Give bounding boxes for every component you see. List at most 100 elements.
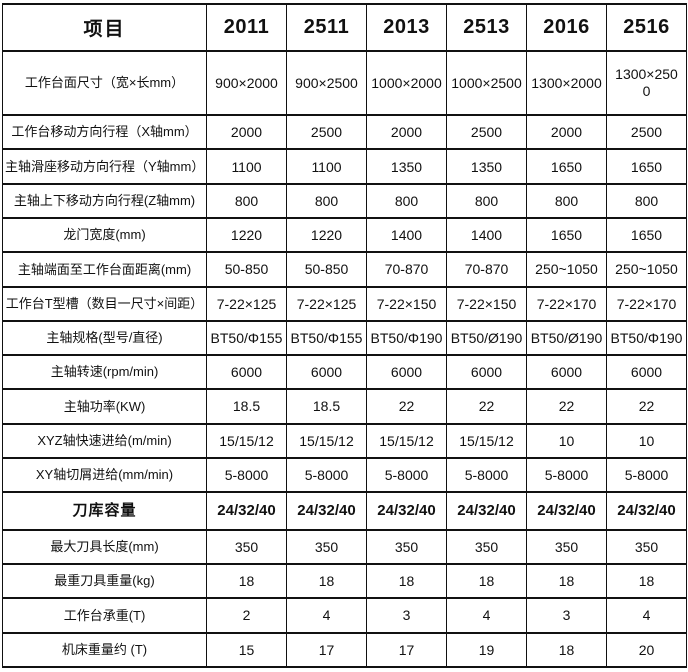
spec-value-cell: 1000×2000 bbox=[366, 49, 447, 117]
spec-value-cell: 5-8000 bbox=[286, 456, 367, 494]
spec-value-cell: 18 bbox=[526, 563, 607, 600]
spec-value-cell: 20 bbox=[606, 631, 687, 669]
spec-value-cell: 6000 bbox=[606, 354, 687, 391]
row-label: 最重刀具重量(kg) bbox=[2, 563, 207, 600]
spec-value-cell: 22 bbox=[526, 388, 607, 425]
spec-value-cell: 3 bbox=[526, 597, 607, 634]
spec-value-cell: 5-8000 bbox=[606, 456, 687, 494]
spec-value-cell: 7-22×150 bbox=[366, 285, 447, 322]
spec-value-cell: 2500 bbox=[446, 114, 527, 151]
spec-value-cell: 15/15/12 bbox=[446, 422, 527, 459]
spec-value-cell: 24/32/40 bbox=[206, 491, 287, 531]
spec-value-cell: 10 bbox=[526, 422, 607, 459]
spec-value-cell: 350 bbox=[366, 528, 447, 566]
spec-value-cell: 70-870 bbox=[446, 251, 527, 288]
spec-value-cell: 6000 bbox=[366, 354, 447, 391]
row-label: 刀库容量 bbox=[2, 491, 207, 531]
spec-value-cell: 15/15/12 bbox=[286, 422, 367, 459]
spec-value-cell: 350 bbox=[526, 528, 607, 566]
table-row: 刀库容量 24/32/40 24/32/40 24/32/40 24/32/40 24/3… bbox=[2, 491, 687, 531]
spec-value-cell: 250~1050 bbox=[606, 251, 687, 288]
spec-value-cell: BT50/Φ190 bbox=[366, 319, 447, 357]
spec-value-cell: 1100 bbox=[206, 148, 287, 185]
column-header-model: 2511 bbox=[286, 3, 367, 52]
spec-value-cell: 1400 bbox=[366, 216, 447, 254]
table-row: 最大刀具长度(mm) 350 350 350 350 350 350 bbox=[2, 528, 687, 566]
spec-value-cell: 800 bbox=[366, 182, 447, 219]
table-row: 主轴规格(型号/直径) BT50/Φ155 BT50/Φ155 BT50/Φ190 BT… bbox=[2, 319, 687, 357]
spec-value-cell: 7-22×125 bbox=[206, 285, 287, 322]
column-header-model: 2516 bbox=[606, 3, 687, 52]
row-label: 主轴功率(KW) bbox=[2, 388, 207, 425]
machine-spec-table: 项目 2011 2511 2013 2513 2016 2516 工作台面尺寸（宽×长mm… bbox=[2, 3, 687, 669]
column-header-model: 2011 bbox=[206, 3, 287, 52]
spec-value-cell: 7-22×170 bbox=[606, 285, 687, 322]
spec-value-cell: 4 bbox=[446, 597, 527, 634]
spec-value-cell: 15/15/12 bbox=[206, 422, 287, 459]
spec-value-cell: 1300×2500 bbox=[606, 49, 687, 117]
spec-value-cell: 350 bbox=[446, 528, 527, 566]
spec-value-cell: 2500 bbox=[606, 114, 687, 151]
spec-value-cell: 10 bbox=[606, 422, 687, 459]
table-row: 机床重量约 (T) 15 17 17 19 18 20 bbox=[2, 631, 687, 669]
spec-value-cell: 900×2500 bbox=[286, 49, 367, 117]
row-label: 工作台承重(T) bbox=[2, 597, 207, 634]
spec-value-cell: 1650 bbox=[526, 148, 607, 185]
spec-value-cell: 70-870 bbox=[366, 251, 447, 288]
column-header-model: 2513 bbox=[446, 3, 527, 52]
table-row: 工作台T型槽（数目一尺寸×间距） 7-22×125 7-22×125 7-22×150… bbox=[2, 285, 687, 322]
spec-value-cell: 17 bbox=[286, 631, 367, 669]
spec-value-cell: 4 bbox=[286, 597, 367, 634]
row-label: 机床重量约 (T) bbox=[2, 631, 207, 669]
spec-value-cell: 800 bbox=[206, 182, 287, 219]
column-header-items: 项目 bbox=[2, 3, 207, 52]
table-row: XY轴切屑进给(mm/min) 5-8000 5-8000 5-8000 5-8000 5… bbox=[2, 456, 687, 494]
spec-value-cell: 6000 bbox=[286, 354, 367, 391]
table-row: 主轴滑座移动方向行程（Y轴mm） 1100 1100 1350 1350 1650 1650 bbox=[2, 148, 687, 185]
spec-value-cell: 7-22×125 bbox=[286, 285, 367, 322]
table-row: 主轴上下移动方向行程(Z轴mm) 800 800 800 800 800 800 bbox=[2, 182, 687, 219]
row-label: 最大刀具长度(mm) bbox=[2, 528, 207, 566]
row-label: 工作台T型槽（数目一尺寸×间距） bbox=[2, 285, 207, 322]
table-row: 工作台承重(T) 2 4 3 4 3 4 bbox=[2, 597, 687, 634]
spec-value-cell: BT50/Ø190 bbox=[526, 319, 607, 357]
spec-value-cell: 6000 bbox=[446, 354, 527, 391]
spec-value-cell: 5-8000 bbox=[446, 456, 527, 494]
row-label: 主轴上下移动方向行程(Z轴mm) bbox=[2, 182, 207, 219]
row-label: 主轴滑座移动方向行程（Y轴mm） bbox=[2, 148, 207, 185]
spec-value-cell: BT50/Φ155 bbox=[286, 319, 367, 357]
spec-value-cell: 1650 bbox=[526, 216, 607, 254]
spec-value-cell: 2000 bbox=[526, 114, 607, 151]
spec-value-cell: 18.5 bbox=[206, 388, 287, 425]
spec-value-cell: 5-8000 bbox=[526, 456, 607, 494]
spec-value-cell: 18 bbox=[446, 563, 527, 600]
spec-value-cell: BT50/Ø190 bbox=[446, 319, 527, 357]
spec-value-cell: 2000 bbox=[206, 114, 287, 151]
spec-value-cell: 50-850 bbox=[286, 251, 367, 288]
column-header-model: 2016 bbox=[526, 3, 607, 52]
spec-value-cell: 1100 bbox=[286, 148, 367, 185]
spec-value-cell: 1220 bbox=[206, 216, 287, 254]
spec-value-cell: 1350 bbox=[366, 148, 447, 185]
spec-value-cell: 800 bbox=[526, 182, 607, 219]
spec-value-cell: 18 bbox=[206, 563, 287, 600]
spec-value-cell: 24/32/40 bbox=[286, 491, 367, 531]
spec-value-cell: 24/32/40 bbox=[606, 491, 687, 531]
spec-value-cell: 5-8000 bbox=[206, 456, 287, 494]
spec-value-cell: 2000 bbox=[366, 114, 447, 151]
spec-value-cell: 800 bbox=[606, 182, 687, 219]
spec-value-cell: 350 bbox=[286, 528, 367, 566]
row-label: 工作台面尺寸（宽×长mm） bbox=[2, 49, 207, 117]
spec-value-cell: 5-8000 bbox=[366, 456, 447, 494]
spec-value-cell: 7-22×150 bbox=[446, 285, 527, 322]
spec-value-cell: 800 bbox=[446, 182, 527, 219]
row-label: 主轴规格(型号/直径) bbox=[2, 319, 207, 357]
spec-value-cell: 1400 bbox=[446, 216, 527, 254]
spec-value-cell: 2500 bbox=[286, 114, 367, 151]
table-row: 龙门宽度(mm) 1220 1220 1400 1400 1650 1650 bbox=[2, 216, 687, 254]
row-label: 主轴端面至工作台面距离(mm) bbox=[2, 251, 207, 288]
spec-value-cell: 1650 bbox=[606, 148, 687, 185]
table-row: 主轴功率(KW) 18.5 18.5 22 22 22 22 bbox=[2, 388, 687, 425]
spec-value-cell: 18 bbox=[286, 563, 367, 600]
